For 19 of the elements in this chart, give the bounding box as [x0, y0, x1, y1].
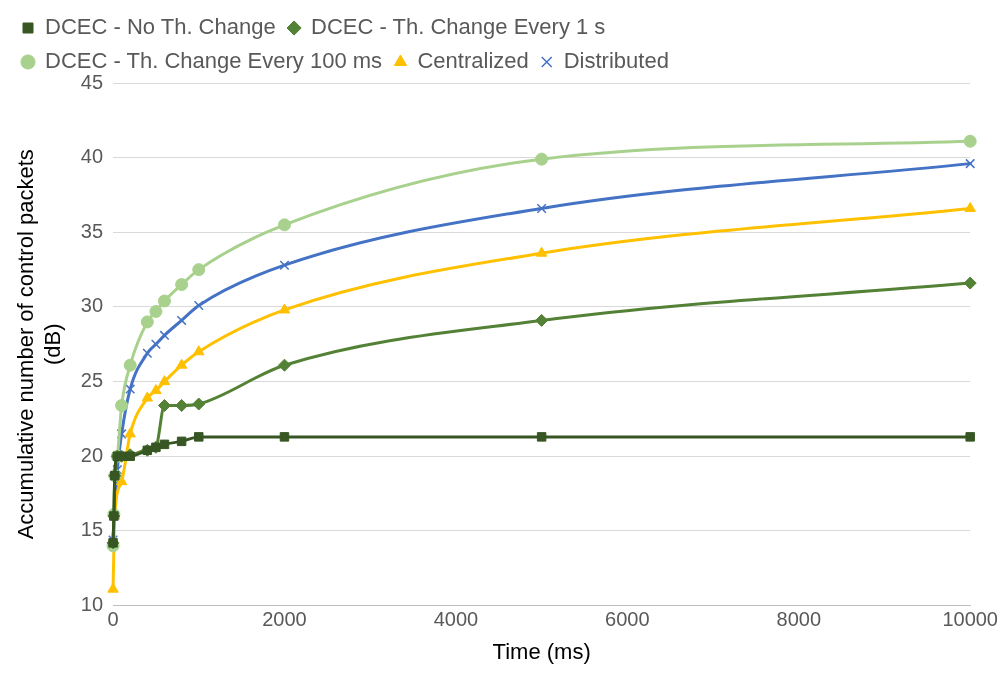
legend-label: Distributed — [563, 48, 669, 74]
y-axis-title: Accumulative number of control packets (dB) — [13, 149, 65, 540]
y-tick-label: 25 — [80, 369, 104, 392]
legend-label: DCEC - No Th. Change — [45, 14, 276, 40]
y-tick-label: 20 — [80, 443, 104, 466]
y-tick-label: 15 — [80, 518, 104, 541]
x-axis-title: Time (ms) — [492, 638, 591, 664]
legend-label: DCEC - Th. Change Every 1 s — [311, 14, 606, 40]
x-tick-label: 4000 — [433, 608, 479, 631]
y-tick-label: 30 — [80, 294, 104, 317]
x-tick-label: 2000 — [262, 608, 307, 631]
y-tick-label: 40 — [80, 145, 104, 168]
x-tick-label: 6000 — [605, 608, 650, 631]
x-tick-label: 8000 — [776, 608, 822, 631]
x-tick-label: 0 — [107, 608, 119, 631]
y-tick-label: 10 — [80, 593, 104, 616]
x-tick-label: 10000 — [942, 608, 998, 631]
legend-label: Centralized — [417, 48, 529, 74]
y-tick-label: 35 — [80, 219, 104, 242]
